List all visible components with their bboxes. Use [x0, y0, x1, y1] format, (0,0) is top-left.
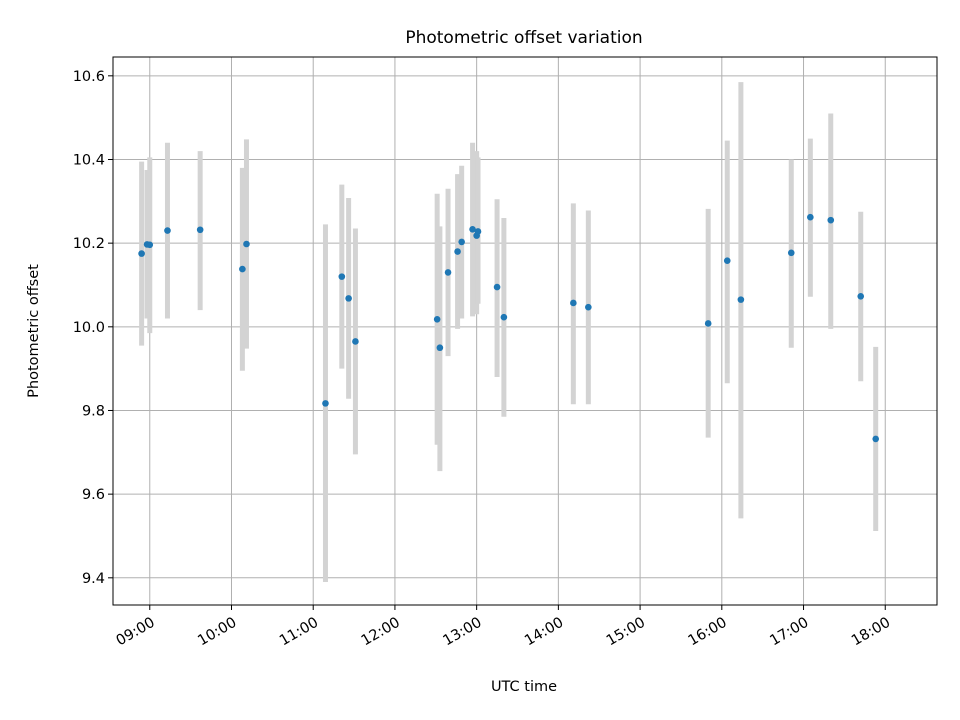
data-point	[807, 213, 814, 221]
data-point	[570, 299, 577, 307]
data-point	[493, 283, 501, 291]
data-point	[827, 216, 835, 224]
data-point	[196, 226, 204, 234]
data-point	[338, 273, 346, 280]
axis-ticks: 09:00 10:00 11:00 12:00 13:00 14:00 15:00 16:00…	[73, 69, 894, 650]
data-point	[585, 303, 592, 311]
error-bars	[139, 82, 879, 582]
data-point	[239, 265, 246, 273]
x-axis-label: UTC time	[491, 679, 557, 695]
data-point	[704, 320, 712, 327]
x-tick-label: 14:00	[522, 615, 566, 650]
data-point	[243, 240, 250, 248]
data-point	[433, 315, 441, 323]
y-tick-label: 10.6	[73, 69, 105, 85]
data-point	[454, 248, 461, 255]
y-axis-label: Photometric offset	[26, 264, 42, 398]
chart-title: Photometric offset variation	[405, 28, 642, 48]
x-tick-label: 13:00	[440, 615, 484, 650]
grid-lines	[113, 57, 937, 605]
y-tick-label: 10.0	[73, 320, 105, 336]
data-point	[164, 227, 171, 234]
x-tick-label: 12:00	[359, 615, 403, 650]
x-tick-label: 09:00	[114, 615, 158, 650]
data-point	[474, 228, 482, 235]
data-points	[138, 213, 880, 443]
data-point	[444, 269, 452, 276]
data-point	[857, 292, 865, 300]
data-point	[723, 257, 731, 265]
x-tick-label: 11:00	[277, 615, 321, 650]
data-point	[458, 238, 465, 246]
x-tick-label: 15:00	[604, 615, 648, 650]
data-point	[345, 295, 352, 302]
y-tick-label: 10.4	[73, 152, 105, 168]
y-tick-label: 9.8	[82, 403, 105, 419]
data-point	[352, 338, 359, 345]
x-tick-label: 16:00	[686, 615, 730, 650]
x-tick-label: 17:00	[767, 615, 811, 650]
data-point	[436, 344, 444, 352]
data-point	[146, 241, 154, 249]
x-tick-label: 10:00	[195, 615, 239, 650]
y-tick-label: 9.6	[82, 487, 105, 503]
data-point	[469, 226, 476, 233]
data-point	[500, 313, 508, 321]
data-point	[787, 249, 795, 257]
x-tick-label: 18:00	[849, 615, 893, 650]
plot-frame	[112, 56, 938, 606]
data-point	[322, 400, 329, 407]
y-tick-label: 9.4	[82, 571, 105, 587]
data-point	[737, 296, 745, 303]
y-tick-label: 10.2	[73, 236, 105, 252]
data-point	[138, 250, 145, 257]
data-point	[872, 435, 880, 443]
